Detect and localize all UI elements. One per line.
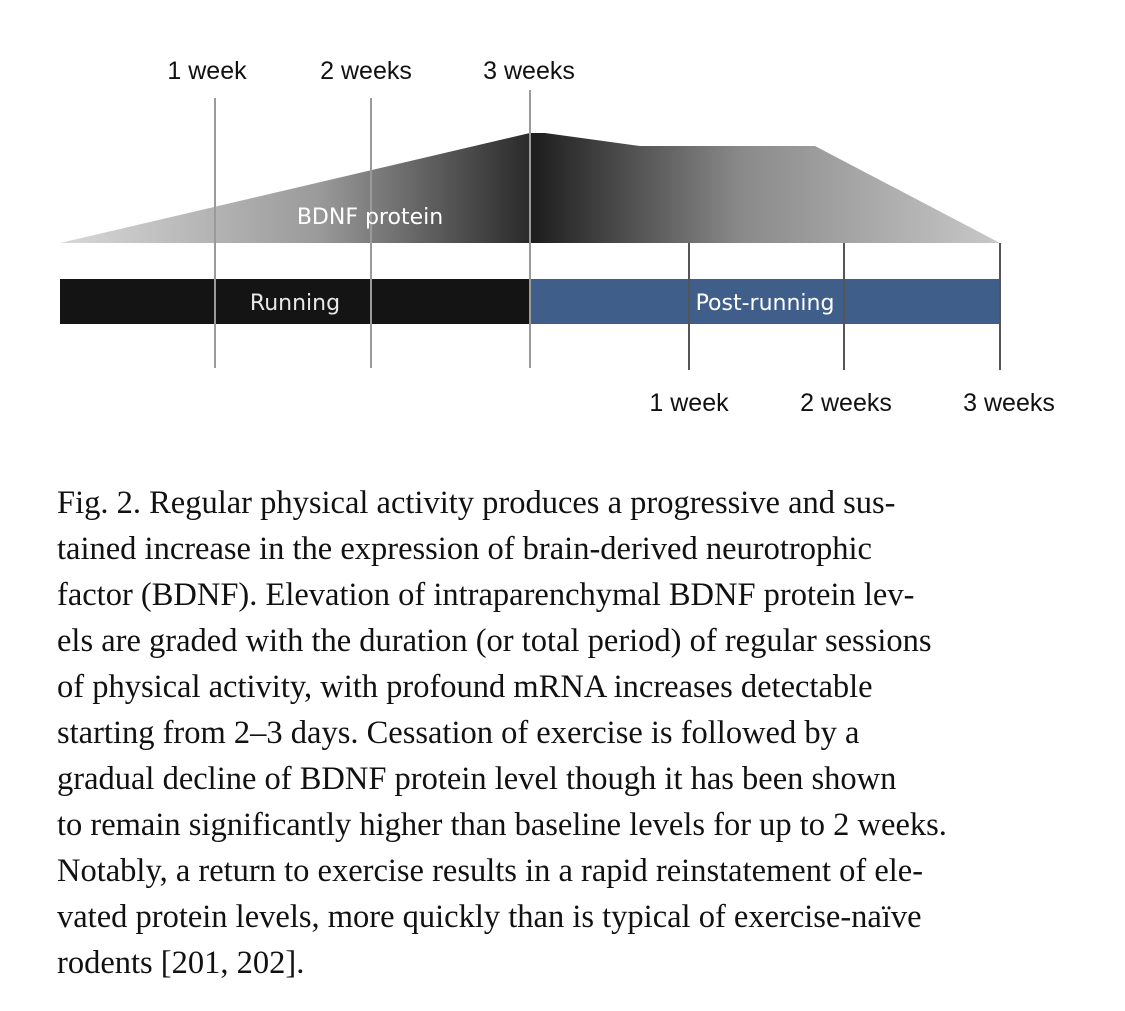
- caption-line: Notably, a return to exercise results in…: [57, 853, 924, 889]
- bdnf-decline-shape: [530, 133, 1000, 243]
- bottom-tick-label-3: 3 weeks: [963, 389, 1055, 417]
- caption-line: tained increase in the expression of bra…: [57, 531, 872, 567]
- caption-line: vated protein levels, more quickly than …: [57, 899, 922, 935]
- caption-line: of physical activity, with profound mRNA…: [57, 669, 873, 705]
- bdnf-rise-shape: [60, 133, 530, 243]
- caption-line: gradual decline of BDNF protein level th…: [57, 761, 897, 797]
- post-running-label: Post-running: [696, 291, 835, 316]
- caption-line: to remain significantly higher than base…: [57, 807, 947, 843]
- bdnf-timeline-diagram: 1 week 2 weeks 3 weeks 1 week 2 weeks 3 …: [0, 0, 1125, 450]
- running-label: Running: [250, 291, 340, 316]
- top-tick-label-1: 1 week: [167, 57, 247, 85]
- caption-line: els are graded with the duration (or tot…: [57, 623, 932, 659]
- bottom-tick-label-2: 2 weeks: [800, 389, 892, 417]
- top-tick-label-2: 2 weeks: [320, 57, 412, 85]
- caption-line: factor (BDNF). Elevation of intraparench…: [57, 577, 915, 613]
- running-bar: [60, 279, 530, 324]
- post-running-bar: [530, 279, 1000, 324]
- top-tick-label-3: 3 weeks: [483, 57, 575, 85]
- bdnf-protein-label: BDNF protein: [297, 205, 443, 230]
- bottom-tick-label-1: 1 week: [649, 389, 729, 417]
- caption-line: Fig. 2. Regular physical activity produc…: [57, 485, 896, 521]
- caption-line: starting from 2–3 days. Cessation of exe…: [57, 715, 860, 751]
- figure-caption: Fig. 2. Regular physical activity produc…: [57, 480, 1069, 986]
- caption-line: rodents [201, 202].: [57, 945, 305, 981]
